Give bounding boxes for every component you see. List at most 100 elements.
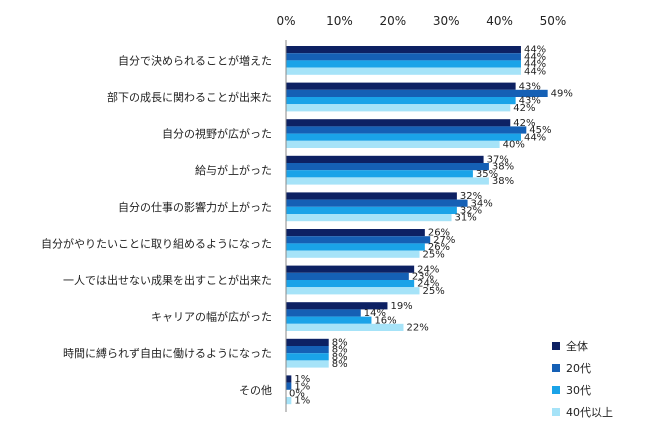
bar <box>286 46 521 54</box>
x-tick-label: 0% <box>276 14 295 28</box>
bar <box>286 126 527 134</box>
value-label: 1% <box>294 381 310 392</box>
value-label: 8% <box>332 352 348 363</box>
bar <box>286 382 292 390</box>
value-label: 26% <box>428 242 450 253</box>
category-label: 自分で決められることが増えた <box>118 53 272 67</box>
value-label: 43% <box>519 96 541 107</box>
value-label: 26% <box>428 228 450 239</box>
category-label: 給与が上がった <box>195 163 272 177</box>
category-label: 一人では出せない成果を出すことが出来た <box>63 273 272 287</box>
category-label: 部下の成長に関わることが出来た <box>107 90 272 104</box>
value-label: 35% <box>476 169 498 180</box>
category-label: 自分の仕事の影響力が上がった <box>118 200 272 214</box>
bar <box>286 323 404 331</box>
value-label: 19% <box>390 301 412 312</box>
category-label: 自分の視野が広がった <box>162 127 272 141</box>
value-label: 44% <box>524 45 546 56</box>
bar <box>286 250 420 258</box>
value-label: 22% <box>406 323 428 334</box>
bar <box>286 89 548 97</box>
value-label: 43% <box>519 81 541 92</box>
bar <box>286 155 484 163</box>
value-label: 45% <box>529 125 551 136</box>
bar <box>286 67 521 75</box>
category-label: 自分がやりたいことに取り組めるようになった <box>41 236 272 250</box>
value-label: 49% <box>551 89 573 100</box>
category-labels: 自分で決められることが増えた部下の成長に関わることが出来た自分の視野が広がった給… <box>41 53 272 396</box>
bar <box>286 163 489 171</box>
bar <box>286 140 500 148</box>
value-label: 38% <box>492 176 514 187</box>
value-label: 31% <box>455 213 477 224</box>
x-tick-label: 10% <box>326 14 353 28</box>
bar <box>286 60 521 68</box>
category-label: 時間に縛られず自由に働けるようになった <box>63 346 272 360</box>
value-label: 24% <box>417 264 439 275</box>
value-label: 37% <box>487 155 509 166</box>
value-label: 0% <box>289 389 305 400</box>
value-label: 1% <box>294 396 310 407</box>
x-axis-ticks: 0% 10% 20% 30% 40% 50% <box>276 14 566 28</box>
value-label: 44% <box>524 132 546 143</box>
value-label: 44% <box>524 59 546 70</box>
bar <box>286 338 329 346</box>
bar <box>286 192 457 200</box>
bar <box>286 346 329 354</box>
value-label: 1% <box>294 374 310 385</box>
value-label: 38% <box>492 162 514 173</box>
bar <box>286 82 516 90</box>
value-label: 27% <box>433 235 455 246</box>
bar <box>286 214 452 222</box>
value-label: 42% <box>513 103 535 114</box>
value-label: 40% <box>503 140 525 151</box>
legend-label: 40代以上 <box>566 406 613 419</box>
category-label: その他 <box>239 384 272 397</box>
value-label: 8% <box>332 359 348 370</box>
bar <box>286 119 511 127</box>
value-label: 44% <box>524 66 546 77</box>
bar <box>286 316 372 324</box>
legend: 全体 20代 30代 40代以上 <box>552 339 613 419</box>
bar <box>286 265 415 273</box>
bar <box>286 397 292 405</box>
legend-swatch <box>552 408 560 416</box>
bars <box>286 46 548 405</box>
bar <box>286 236 431 244</box>
x-tick-label: 20% <box>379 14 406 28</box>
legend-swatch <box>552 386 560 394</box>
value-label: 34% <box>471 198 493 209</box>
bar <box>286 133 521 141</box>
bar <box>286 360 329 368</box>
x-tick-label: 50% <box>540 14 567 28</box>
bar <box>286 170 473 178</box>
value-label: 14% <box>364 308 386 319</box>
value-label: 25% <box>423 286 445 297</box>
legend-label: 30代 <box>566 384 591 397</box>
value-label: 16% <box>374 315 396 326</box>
value-label: 24% <box>417 279 439 290</box>
legend-label: 20代 <box>566 362 591 375</box>
bar <box>286 104 511 112</box>
value-label: 42% <box>513 118 535 129</box>
bar <box>286 206 457 214</box>
value-labels: 44%44%44%44%43%49%43%42%42%45%44%40%37%3… <box>289 45 573 407</box>
bar <box>286 375 292 383</box>
bar <box>286 177 489 185</box>
legend-swatch <box>552 364 560 372</box>
legend-swatch <box>552 342 560 350</box>
bar <box>286 280 415 288</box>
bar <box>286 243 425 251</box>
bar <box>286 302 388 310</box>
bar <box>286 287 420 295</box>
bar <box>286 229 425 237</box>
bar <box>286 353 329 361</box>
bar <box>286 53 521 61</box>
bar <box>286 309 361 317</box>
bar <box>286 199 468 207</box>
value-label: 8% <box>332 338 348 349</box>
category-label: キャリアの幅が広がった <box>151 310 272 324</box>
value-label: 23% <box>412 272 434 283</box>
